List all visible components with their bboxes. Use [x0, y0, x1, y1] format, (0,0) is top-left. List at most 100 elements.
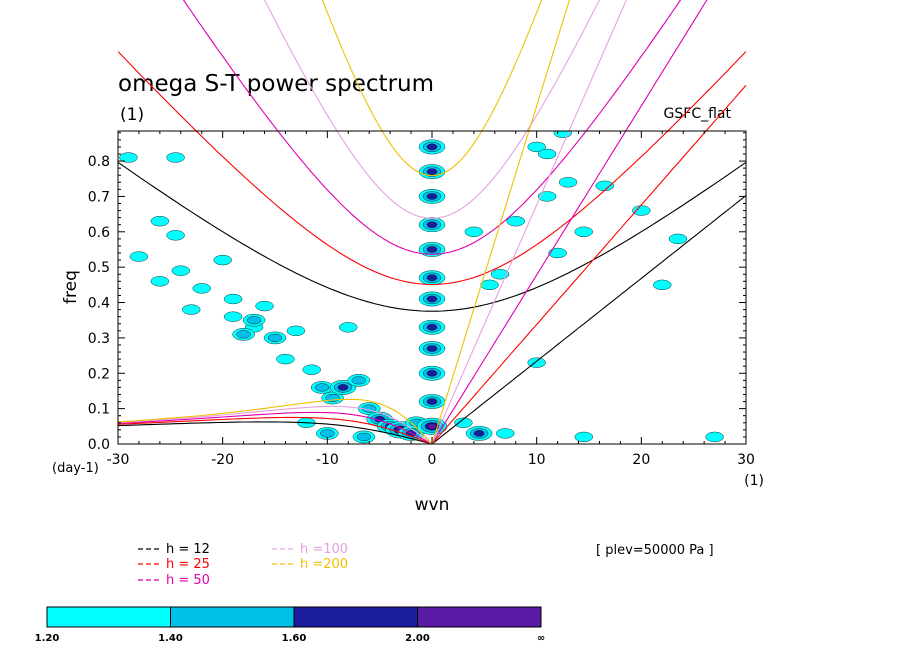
power-blob-16-level-2	[246, 316, 262, 325]
power-blob-20-level-1	[339, 322, 358, 333]
legend-label-h100: h =100	[300, 542, 348, 557]
power-blob-57-level-1	[537, 191, 557, 202]
y-tick-label-8: 0.8	[88, 154, 110, 170]
curve-h50-rossby	[118, 411, 433, 444]
x-tick-label-6: 30	[737, 452, 755, 468]
curve-h25-kelvin	[431, 85, 747, 444]
y-tick-label-4: 0.4	[88, 296, 110, 312]
colorbar-swatch-0	[46, 606, 171, 628]
x-unit-label: (1)	[744, 473, 764, 489]
x-tick-label-4: 10	[528, 452, 546, 468]
curve-h12-ig	[118, 161, 747, 312]
power-blob-55-level-1	[553, 131, 573, 138]
power-blob-34-level-3	[426, 143, 438, 151]
legend-label-h200: h =200	[300, 557, 348, 572]
power-blob-9-level-1	[223, 293, 243, 305]
colorbar-label-4: ∞	[537, 633, 545, 644]
power-blob-37-level-3	[426, 221, 438, 228]
colorbar-swatch-1	[170, 606, 295, 628]
power-blob-6-level-1	[213, 254, 232, 266]
power-blob-59-level-1	[595, 180, 614, 191]
units-label: (1)	[120, 105, 144, 125]
power-blob-35-level-3	[426, 168, 438, 175]
y-tick-label-6: 0.6	[88, 225, 110, 241]
dispersion-curves	[118, 398, 433, 444]
power-blob-65-level-1	[705, 431, 724, 443]
power-blob-58-level-1	[558, 177, 578, 188]
legend-label-h50: h = 50	[166, 573, 210, 588]
power-blob-39-level-3	[426, 274, 438, 281]
x-tick-label-3: 0	[428, 452, 437, 468]
curve-h100-rossby	[118, 405, 433, 444]
curve-h50-kelvin	[431, 0, 708, 444]
power-blob-36-level-3	[426, 193, 438, 200]
power-blob-2-level-1	[150, 216, 170, 227]
power-blob-46-level-3	[473, 430, 485, 437]
pressure-annotation: [ plev=50000 Pa ]	[596, 543, 714, 558]
colorbar-label-0: 1.20	[35, 633, 60, 644]
power-blob-17-level-1	[276, 353, 295, 365]
legend-label-h12: h = 12	[166, 542, 210, 557]
power-blob-42-level-3	[426, 345, 438, 352]
curve-h12-kelvin	[431, 195, 747, 444]
x-tick-label-2: -10	[316, 452, 339, 468]
power-blob-14-level-2	[236, 330, 251, 339]
curve-h200-kelvin	[431, 0, 571, 444]
colorbar-label-2: 1.60	[282, 633, 307, 644]
power-blob-11-level-1	[223, 311, 243, 322]
power-blob-19-level-1	[302, 364, 321, 375]
chart-title: omega S-T power spectrum	[118, 71, 434, 97]
curve-h100-ig	[263, 0, 601, 219]
power-blob-13-level-1	[255, 300, 274, 312]
power-blob-47-level-1	[454, 417, 473, 428]
colorbar-label-1: 1.40	[158, 633, 183, 644]
power-blob-32-level-2	[320, 429, 335, 438]
curve-h50-ig	[182, 0, 682, 255]
power-blob-62-level-1	[632, 205, 651, 216]
y-tick-label-5: 0.5	[88, 260, 110, 276]
power-blob-3-level-1	[166, 230, 185, 241]
power-blob-63-level-1	[668, 233, 688, 245]
power-blob-64-level-1	[653, 279, 672, 290]
power-blob-7-level-1	[150, 276, 170, 287]
power-blob-21-level-2	[314, 383, 330, 392]
power-blob-8-level-1	[192, 283, 211, 294]
power-blob-38-level-3	[426, 246, 438, 253]
x-axis-label: wvn	[415, 495, 450, 515]
power-blob-51-level-1	[464, 226, 484, 237]
curve-h100-kelvin	[431, 0, 627, 444]
y-tick-label-1: 0.1	[88, 402, 110, 418]
curve-h200-rossby	[118, 398, 433, 444]
power-blob-1-level-1	[166, 152, 185, 163]
y-tick-label-7: 0.7	[88, 189, 110, 205]
power-blob-60-level-1	[548, 247, 567, 259]
power-blob-0-level-1	[119, 152, 138, 163]
power-blob-24-level-2	[351, 376, 366, 385]
legend-label-h25: h = 25	[166, 557, 210, 572]
x-tick-label-1: -20	[211, 452, 234, 468]
y-unit-label: (day-1)	[52, 461, 99, 476]
x-tick-label-0: -30	[107, 452, 130, 468]
power-blob-4-level-1	[129, 251, 149, 262]
power-blob-52-level-1	[506, 216, 525, 227]
curve-h200-ig	[321, 0, 543, 177]
y-tick-label-0: 0.0	[88, 437, 110, 453]
power-blob-50-level-1	[490, 269, 510, 280]
power-blob-41-level-3	[426, 324, 438, 331]
dispersion-curves-extension	[118, 0, 747, 444]
power-blob-48-level-1	[496, 428, 515, 439]
colorbar: 1.20 1.40 1.60 2.00 ∞	[35, 606, 545, 644]
y-axis-label: freq	[61, 270, 81, 304]
power-blob-33-level-2	[356, 432, 372, 441]
power-blob-18-level-1	[286, 325, 306, 336]
power-blob-15-level-2	[267, 333, 283, 342]
curve-h25-rossby	[118, 416, 433, 444]
power-blob-45-level-4	[427, 423, 437, 430]
curve-h12-rossby	[118, 421, 433, 444]
y-tick-label-2: 0.2	[88, 366, 110, 382]
colorbar-swatch-3	[417, 606, 542, 628]
power-blob-23-level-3	[337, 384, 349, 391]
power-blob-44-level-3	[426, 398, 438, 405]
curve-h25-ig	[118, 51, 747, 286]
